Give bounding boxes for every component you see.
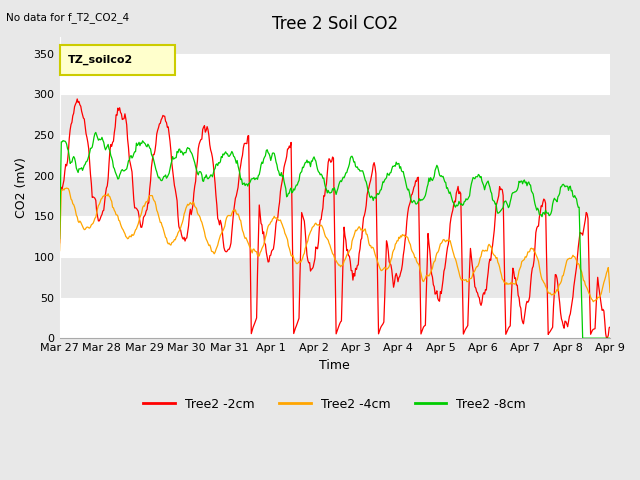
Bar — [60, 176, 610, 216]
Legend: Tree2 -2cm, Tree2 -4cm, Tree2 -8cm: Tree2 -2cm, Tree2 -4cm, Tree2 -8cm — [138, 393, 531, 416]
Bar — [60, 94, 610, 135]
Bar — [60, 135, 610, 176]
Bar — [60, 298, 610, 338]
Text: TZ_soilco2: TZ_soilco2 — [68, 55, 133, 65]
Bar — [60, 257, 610, 298]
FancyBboxPatch shape — [60, 45, 175, 75]
Title: Tree 2 Soil CO2: Tree 2 Soil CO2 — [272, 15, 398, 33]
Bar — [60, 216, 610, 257]
X-axis label: Time: Time — [319, 359, 350, 372]
Text: No data for f_T2_CO2_4: No data for f_T2_CO2_4 — [6, 12, 129, 23]
Bar — [60, 54, 610, 94]
Y-axis label: CO2 (mV): CO2 (mV) — [15, 157, 28, 218]
